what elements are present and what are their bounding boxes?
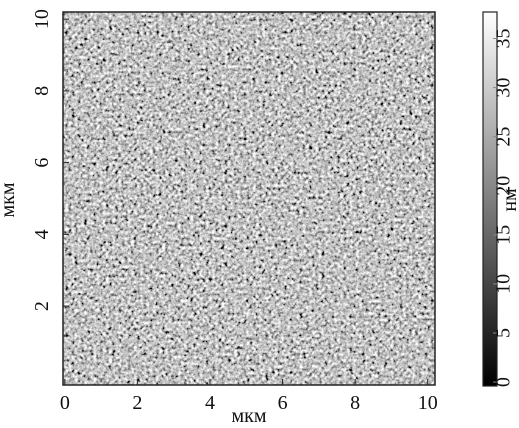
afm-image bbox=[63, 12, 435, 385]
colorbar bbox=[482, 11, 498, 387]
x-axis-label: мкм bbox=[231, 405, 266, 427]
y-tick-label: 2 bbox=[31, 301, 53, 311]
colorbar-label: нм bbox=[499, 188, 519, 212]
y-tick-label: 8 bbox=[31, 86, 53, 96]
y-tick-label: 4 bbox=[31, 229, 53, 239]
x-tick-label: 0 bbox=[60, 392, 70, 414]
x-tick-label: 6 bbox=[278, 392, 288, 414]
colorbar-tick-label: 30 bbox=[493, 78, 515, 98]
x-tick-label: 2 bbox=[132, 392, 142, 414]
x-tick-label: 10 bbox=[418, 392, 438, 414]
colorbar-tick-label: 20 bbox=[493, 176, 515, 196]
colorbar-tick-label: 10 bbox=[493, 274, 515, 294]
colorbar-tick-label: 5 bbox=[493, 328, 515, 338]
y-tick-label: 10 bbox=[31, 9, 53, 29]
y-axis-label: мкм bbox=[0, 182, 19, 217]
x-tick-label: 8 bbox=[350, 392, 360, 414]
colorbar-tick-label: 0 bbox=[493, 377, 515, 387]
y-tick-label: 6 bbox=[31, 158, 53, 168]
colorbar-tick-label: 25 bbox=[493, 127, 515, 147]
plot-frame bbox=[62, 11, 436, 386]
x-tick-label: 4 bbox=[205, 392, 215, 414]
colorbar-tick-label: 35 bbox=[493, 29, 515, 49]
colorbar-tick-label: 15 bbox=[493, 225, 515, 245]
